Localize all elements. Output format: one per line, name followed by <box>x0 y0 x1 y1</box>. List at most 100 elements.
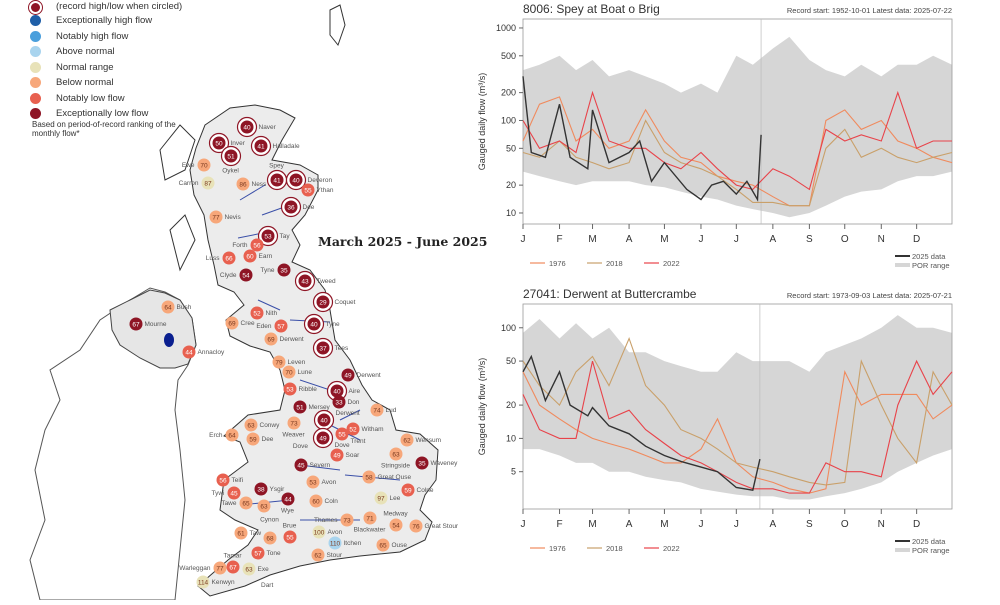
station-marker[interactable]: 52 Witham <box>346 422 384 436</box>
station-marker[interactable]: 70 Ewe <box>182 158 211 172</box>
station-marker[interactable]: 35 Waveney <box>415 456 459 470</box>
station-marker[interactable]: 38 Ysgir <box>254 482 286 496</box>
station-marker[interactable]: 35 Tyne <box>260 263 291 277</box>
station-dot-icon <box>251 546 265 560</box>
station-marker[interactable]: 71 Blackwater <box>354 511 387 534</box>
station-marker[interactable]: 68 Cynon <box>260 517 279 545</box>
plot-frame <box>522 303 953 510</box>
station-marker[interactable]: 40 Tyne <box>303 313 340 335</box>
station-dot-icon <box>272 355 286 369</box>
station-marker[interactable]: 53 Ribble <box>283 382 318 396</box>
station-marker[interactable]: 79 Leven <box>272 355 306 369</box>
station-marker[interactable]: 60 Earn <box>243 249 273 263</box>
station-marker[interactable]: 69 Cree <box>225 316 255 330</box>
station-marker[interactable]: 114 Kenwyn <box>196 575 236 589</box>
station-marker[interactable]: 44 Annacloy <box>182 345 225 359</box>
station-marker[interactable]: 59 Colne <box>401 483 434 497</box>
station-marker[interactable]: 49 Derwent <box>341 368 381 382</box>
station-marker[interactable]: 73 Thames <box>314 513 354 527</box>
station-marker[interactable]: 110 Itchen <box>328 536 362 550</box>
station-marker[interactable]: 40 Naver <box>236 116 277 138</box>
station-marker[interactable]: 51 Mersey <box>293 400 331 414</box>
station-value: 64 <box>228 433 236 440</box>
station-value: 41 <box>273 178 281 185</box>
station-marker[interactable]: 52 Nith <box>250 306 278 320</box>
station-marker[interactable]: 40 Derwent <box>313 409 360 431</box>
station-dot-icon <box>270 173 284 187</box>
station-marker[interactable]: 62 Wensum <box>400 433 442 447</box>
station-marker[interactable]: 56 Teifi <box>216 473 244 487</box>
station-dot-icon <box>389 447 403 461</box>
station-marker[interactable]: 56 Forth <box>232 238 264 252</box>
station-marker[interactable]: 77 Warleggan <box>179 561 227 575</box>
station-marker[interactable]: 41 Halladale <box>250 135 300 157</box>
station-marker[interactable]: 54 Clyde <box>220 268 253 282</box>
station-marker[interactable]: 45 Tywi <box>212 486 241 500</box>
station-name: Deveron <box>308 177 333 184</box>
legend-label: POR range <box>912 546 950 555</box>
station-marker[interactable]: 87 Carron <box>179 176 215 190</box>
station-marker[interactable]: 55 Trent <box>335 427 366 446</box>
station-marker[interactable]: 44 Wye <box>281 492 295 515</box>
station-marker[interactable]: 45 Severn <box>294 458 331 472</box>
station-marker[interactable]: 67 Mourne <box>129 317 167 331</box>
station-marker[interactable]: 57 Tone <box>251 546 281 560</box>
station-marker[interactable]: 49 Dove <box>312 427 351 450</box>
station-marker[interactable]: 29 Coquet <box>312 291 356 313</box>
station-marker[interactable]: 43 Tweed <box>294 270 337 292</box>
station-marker[interactable]: 100 Avon <box>312 525 343 539</box>
station-value: 97 <box>377 496 385 503</box>
station-marker[interactable]: 63 <box>257 499 271 513</box>
station-marker[interactable]: 97 Lee <box>374 491 401 505</box>
station-dot-icon <box>236 177 250 191</box>
station-marker[interactable]: 70 Lune <box>282 365 313 379</box>
station-marker[interactable]: 76 Great Stour <box>409 519 459 533</box>
station-value: 40 <box>310 322 318 329</box>
station-marker[interactable]: 63 Conwy <box>244 418 281 432</box>
station-marker[interactable]: 69 Derwent <box>264 332 304 346</box>
station-marker[interactable]: 63 Stringside <box>381 447 410 470</box>
station-marker[interactable]: 37 Tees <box>312 337 349 359</box>
station-marker[interactable]: 54 Medway <box>383 511 408 532</box>
station-value: 62 <box>403 438 411 445</box>
y-tick-label: 100 <box>501 323 516 333</box>
station-marker[interactable]: 62 Stour <box>311 548 343 562</box>
y-tick-label: 100 <box>501 115 516 125</box>
station-marker[interactable]: 74 Lud <box>370 403 397 417</box>
station-marker[interactable]: 63 Exe <box>242 562 270 576</box>
station-marker[interactable]: 55 Ythan <box>301 183 334 197</box>
station-marker[interactable]: 77 Nevis <box>209 210 242 224</box>
station-dot-icon <box>283 382 297 396</box>
station-value: 56 <box>219 478 227 485</box>
station-name: Bush <box>177 304 192 311</box>
station-marker[interactable]: 55 Brue <box>283 523 297 544</box>
station-marker[interactable]: 60 Coln <box>309 494 339 508</box>
station-marker[interactable]: 40 Deveron <box>285 169 333 191</box>
station-marker[interactable]: 41 Spey <box>266 163 288 191</box>
station-name: Weaver <box>282 432 305 439</box>
station-name: Taw <box>250 530 262 537</box>
station-marker[interactable]: 36 Dee <box>280 196 315 218</box>
station-name: Clyde <box>220 272 237 279</box>
series-line-2025-data <box>522 354 761 491</box>
station-marker[interactable]: 50 Inver <box>208 132 246 154</box>
station-marker[interactable]: 58 Great Ouse <box>362 470 412 484</box>
station-marker[interactable]: 53 Tay <box>257 225 291 247</box>
station-marker[interactable]: 64 Bush <box>161 300 192 314</box>
station-marker[interactable]: 67 Tamar <box>223 553 242 574</box>
station-marker[interactable]: 59 Dee <box>246 432 274 446</box>
station-marker[interactable]: 57 Eden <box>256 319 288 333</box>
station-marker[interactable]: 51 Oykel <box>220 145 242 175</box>
x-tick-label: D <box>913 234 920 245</box>
station-marker[interactable]: 66 Luss <box>206 251 236 265</box>
station-marker[interactable]: 86 Ness <box>236 177 268 191</box>
station-marker[interactable]: 64 Erch <box>209 428 239 442</box>
station-dot-icon <box>226 560 240 574</box>
station-marker[interactable]: 33 Don <box>332 395 360 409</box>
station-marker[interactable]: 65 Ouse <box>376 538 408 552</box>
station-marker[interactable]: 61 Taw <box>234 526 262 540</box>
station-marker[interactable]: 49 Soar <box>330 448 361 462</box>
station-marker[interactable]: 73 Weaver <box>282 416 305 439</box>
station-marker[interactable]: 65 Tawe <box>221 496 253 510</box>
station-marker[interactable]: 53 Avon <box>306 475 337 489</box>
